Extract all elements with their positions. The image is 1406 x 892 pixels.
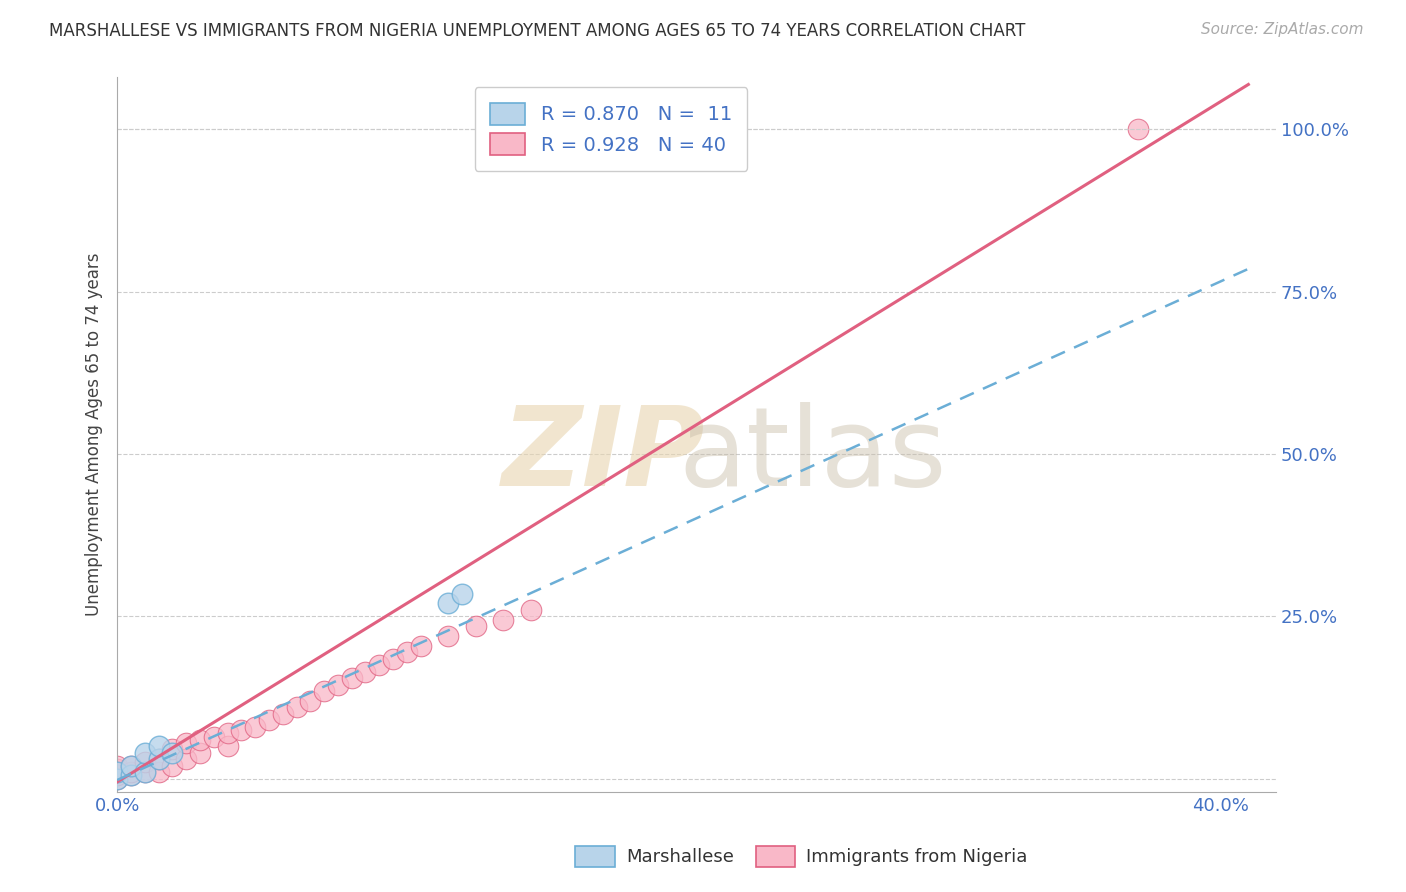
- Point: [202, 730, 225, 744]
- Point: [395, 645, 418, 659]
- Point: [105, 762, 128, 776]
- Point: [188, 732, 211, 747]
- Point: [162, 758, 184, 772]
- Point: [188, 746, 211, 760]
- Point: [354, 665, 377, 679]
- Point: [162, 742, 184, 756]
- Point: [120, 758, 142, 772]
- Text: atlas: atlas: [678, 402, 946, 509]
- Point: [368, 658, 391, 673]
- Point: [437, 629, 460, 643]
- Point: [174, 736, 197, 750]
- Point: [314, 684, 336, 698]
- Point: [492, 613, 515, 627]
- Point: [299, 694, 322, 708]
- Point: [382, 651, 405, 665]
- Point: [271, 706, 294, 721]
- Point: [174, 752, 197, 766]
- Point: [520, 603, 543, 617]
- Point: [437, 596, 460, 610]
- Point: [464, 619, 486, 633]
- Point: [148, 752, 170, 766]
- Point: [326, 677, 349, 691]
- Point: [148, 752, 170, 766]
- Legend: R = 0.870   N =  11, R = 0.928   N = 40: R = 0.870 N = 11, R = 0.928 N = 40: [475, 87, 748, 171]
- Point: [243, 720, 266, 734]
- Point: [285, 700, 308, 714]
- Point: [451, 587, 474, 601]
- Point: [105, 765, 128, 780]
- Point: [120, 765, 142, 780]
- Text: MARSHALLESE VS IMMIGRANTS FROM NIGERIA UNEMPLOYMENT AMONG AGES 65 TO 74 YEARS CO: MARSHALLESE VS IMMIGRANTS FROM NIGERIA U…: [49, 22, 1025, 40]
- Point: [134, 756, 156, 770]
- Point: [120, 768, 142, 782]
- Point: [257, 713, 280, 727]
- Point: [148, 765, 170, 780]
- Point: [340, 671, 363, 685]
- Point: [148, 739, 170, 754]
- Point: [120, 768, 142, 782]
- Point: [217, 726, 239, 740]
- Text: ZIP: ZIP: [502, 402, 706, 509]
- Point: [134, 746, 156, 760]
- Point: [409, 639, 432, 653]
- Point: [231, 723, 253, 737]
- Point: [120, 758, 142, 772]
- Point: [134, 765, 156, 780]
- Point: [134, 765, 156, 780]
- Point: [105, 772, 128, 786]
- Point: [105, 768, 128, 782]
- Point: [105, 758, 128, 772]
- Point: [105, 765, 128, 780]
- Legend: Marshallese, Immigrants from Nigeria: Marshallese, Immigrants from Nigeria: [568, 838, 1035, 874]
- Y-axis label: Unemployment Among Ages 65 to 74 years: Unemployment Among Ages 65 to 74 years: [86, 252, 103, 616]
- Point: [162, 746, 184, 760]
- Point: [105, 772, 128, 786]
- Point: [1126, 122, 1149, 136]
- Text: Source: ZipAtlas.com: Source: ZipAtlas.com: [1201, 22, 1364, 37]
- Point: [217, 739, 239, 754]
